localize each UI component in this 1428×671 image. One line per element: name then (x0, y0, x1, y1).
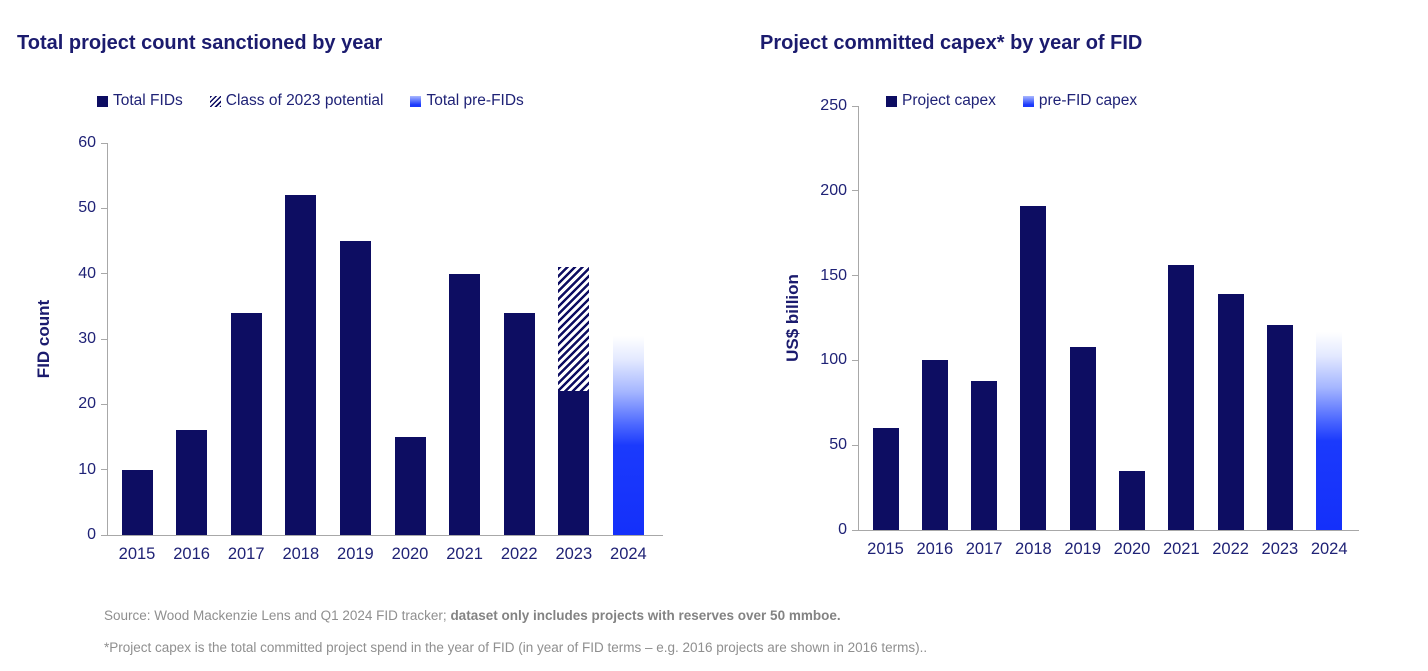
y-tick-mark (101, 534, 107, 536)
y-tick-label-50: 50 (829, 436, 847, 454)
y-tick-mark (852, 275, 858, 277)
y-tick-mark (852, 359, 858, 361)
bar-2022-solid-navy (1217, 294, 1244, 530)
y-tick-label-50: 50 (78, 199, 96, 217)
y-tick-label-100: 100 (820, 351, 847, 369)
x-tick-label-2015: 2015 (867, 540, 904, 558)
legend-swatch-icon (410, 95, 422, 107)
source-note: Source: Wood Mackenzie Lens and Q1 2024 … (104, 608, 841, 623)
x-tick-label-2016: 2016 (173, 545, 210, 563)
legend-item: Total pre-FIDs (410, 92, 524, 110)
x-tick-label-2017: 2017 (965, 540, 1003, 558)
bar-2019-solid-navy (1069, 346, 1096, 530)
legend-label: Total FIDs (113, 92, 183, 109)
x-tick-label-2016: 2016 (916, 540, 954, 558)
y-tick-label-0: 0 (838, 521, 847, 538)
bar-2022-solid-navy (503, 312, 535, 535)
x-tick-label-2020: 2020 (391, 545, 429, 563)
left-chart-y-axis-label: FID count (34, 299, 53, 379)
x-tick-label-2019: 2019 (337, 545, 374, 563)
y-tick-label-200: 200 (820, 181, 847, 199)
legend-swatch-icon (97, 95, 108, 107)
bar-2017-solid-navy (971, 380, 998, 530)
y-tick-label-60: 60 (78, 134, 96, 151)
y-tick-mark (101, 469, 107, 471)
x-tick-label-2023: 2023 (555, 545, 593, 563)
legend-swatch-icon (1022, 95, 1034, 107)
x-tick-label-2018: 2018 (282, 545, 320, 563)
x-tick-label-2023: 2023 (1261, 540, 1299, 558)
y-tick-mark (101, 273, 107, 275)
bar-2024-gradient-blue (1316, 331, 1343, 530)
y-tick-mark (852, 529, 858, 531)
bar-2021-solid-navy (1168, 265, 1195, 530)
right-chart-title: Project committed capex* by year of FID (760, 32, 1143, 54)
left-chart-plot-area: 0 10 20 30 40 50 60 2015 2016 2017 2018 2019 2020 202… (78, 134, 663, 563)
legend-label: Project capex (902, 92, 996, 109)
bar-2023-solid-navy (1266, 324, 1293, 530)
source-note-text: Source: Wood Mackenzie Lens and Q1 2024 … (104, 608, 451, 623)
y-tick-mark (101, 403, 107, 405)
x-tick-label-2022: 2022 (1212, 540, 1249, 558)
x-tick-label-2020: 2020 (1113, 540, 1151, 558)
x-tick-label-2018: 2018 (1015, 540, 1052, 558)
y-tick-mark (852, 105, 858, 107)
right-chart-y-axis-label: US$ billion (783, 274, 802, 362)
bar-2015-solid-navy (121, 469, 153, 535)
y-tick-mark (852, 444, 858, 446)
x-tick-label-2021: 2021 (1162, 540, 1200, 558)
legend-label: Class of 2023 potential (225, 92, 384, 109)
x-tick-label-2024: 2024 (1310, 540, 1348, 558)
legend-item: pre-FID capex (1022, 92, 1138, 110)
source-note-bold-text: dataset only includes projects with rese… (450, 608, 841, 623)
bar-2016-solid-navy (176, 430, 208, 535)
y-tick-label-40: 40 (78, 264, 96, 282)
y-tick-mark (101, 142, 107, 144)
y-tick-label-0: 0 (87, 526, 96, 543)
bar-2024-gradient-blue (612, 335, 644, 535)
left-chart-legend: Total FIDs Class of 2023 potential Total p… (97, 92, 524, 110)
right-chart-legend: Project capex pre-FID capex (886, 92, 1137, 110)
y-tick-label-150: 150 (820, 266, 847, 284)
bar-2019-solid-navy (339, 241, 371, 535)
legend-item: Class of 2023 potential (209, 92, 384, 110)
bar-2023-solid-navy (558, 391, 590, 535)
y-tick-label-250: 250 (820, 97, 847, 114)
bar-2015-solid-navy (872, 428, 899, 530)
legend-item: Project capex (886, 92, 996, 110)
legend-label: pre-FID capex (1038, 92, 1138, 109)
y-tick-label-10: 10 (78, 460, 96, 478)
x-tick-label-2017: 2017 (227, 545, 265, 563)
legend-swatch-icon (886, 95, 897, 107)
left-chart-title: Total project count sanctioned by year (17, 32, 383, 54)
x-tick-label-2021: 2021 (446, 545, 483, 563)
bar-2017-solid-navy (230, 312, 262, 535)
y-tick-mark (852, 190, 858, 192)
bar-2023-hatch (558, 267, 590, 392)
bar-2018-solid-navy (285, 195, 317, 535)
bar-2016-solid-navy (921, 360, 948, 530)
legend-item: Total FIDs (97, 92, 183, 110)
x-tick-label-2024: 2024 (610, 545, 647, 563)
y-tick-mark (101, 207, 107, 209)
bar-2020-solid-navy (1119, 470, 1145, 530)
legend-label: Total pre-FIDs (426, 92, 524, 109)
capex-definition-note: *Project capex is the total committed pr… (104, 640, 928, 655)
y-tick-label-30: 30 (78, 330, 96, 347)
bar-2018-solid-navy (1020, 206, 1047, 530)
right-chart-plot-area: 0 50 100 150 200 250 2015 2016 2017 2018 2019 2020 2… (820, 97, 1359, 558)
bar-2020-solid-navy (394, 437, 426, 535)
bar-2021-solid-navy (449, 273, 481, 535)
y-tick-label-20: 20 (78, 395, 96, 413)
y-tick-mark (101, 338, 107, 340)
x-tick-label-2019: 2019 (1064, 540, 1102, 558)
x-tick-label-2015: 2015 (118, 545, 156, 563)
x-tick-label-2022: 2022 (500, 545, 538, 563)
legend-swatch-icon (209, 95, 221, 107)
